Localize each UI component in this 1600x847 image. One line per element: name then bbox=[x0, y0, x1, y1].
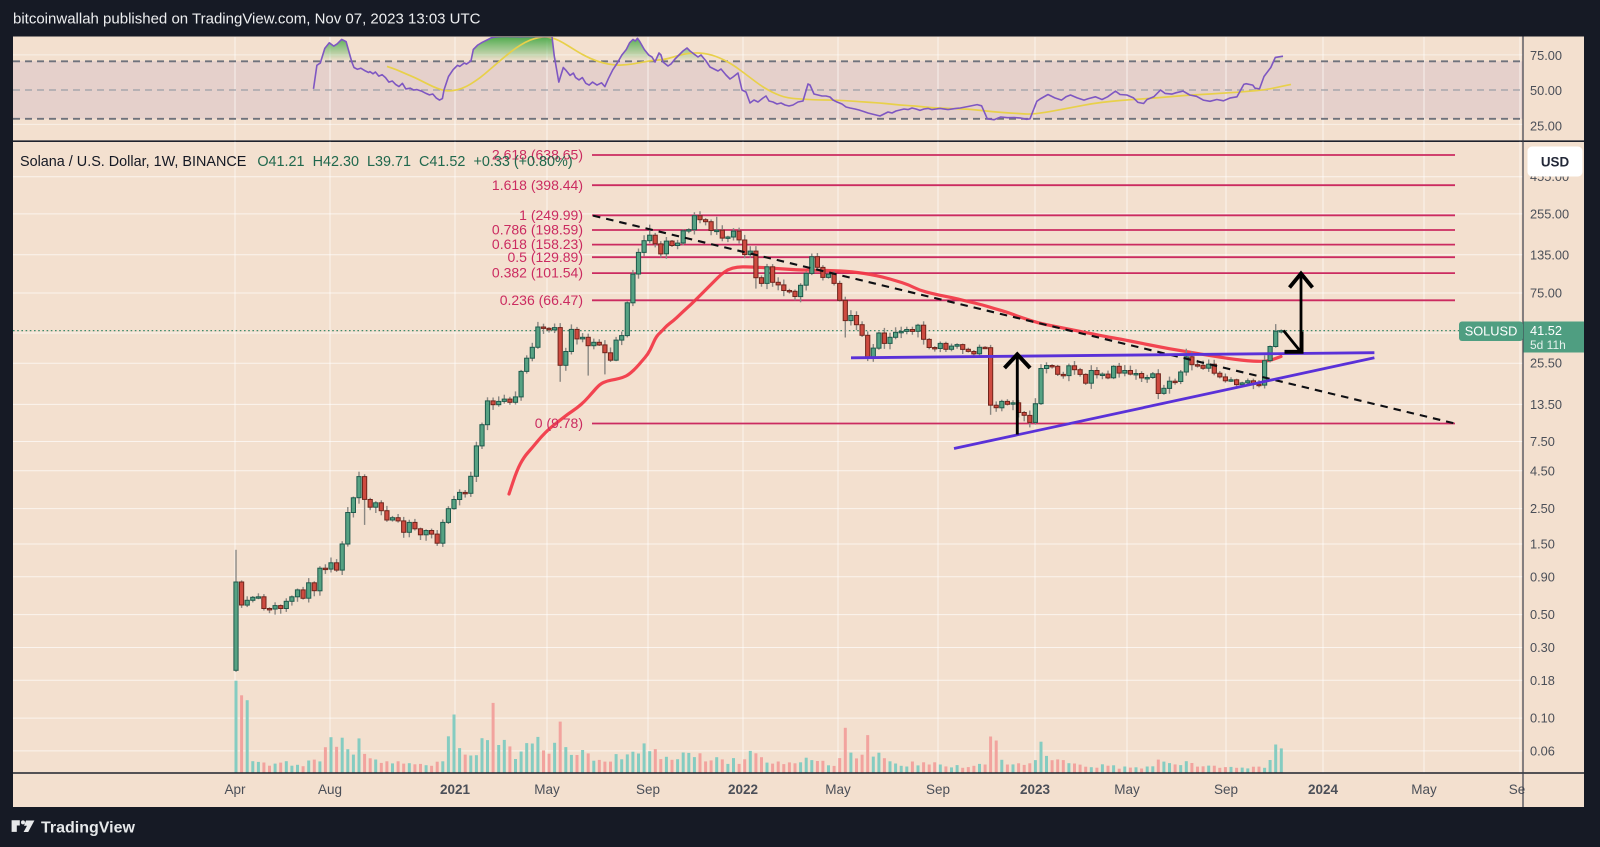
svg-text:May: May bbox=[534, 782, 560, 797]
svg-text:75.00: 75.00 bbox=[1530, 286, 1562, 301]
svg-text:1.50: 1.50 bbox=[1530, 537, 1555, 552]
svg-text:13.50: 13.50 bbox=[1530, 397, 1562, 412]
svg-text:2023: 2023 bbox=[1020, 782, 1051, 797]
svg-text:0.618 (158.23): 0.618 (158.23) bbox=[492, 236, 583, 252]
svg-text:Solana / U.S. Dollar, 1W, BINA: Solana / U.S. Dollar, 1W, BINANCE O41.21 H… bbox=[20, 154, 573, 170]
svg-text:Se: Se bbox=[1509, 782, 1526, 797]
svg-text:TradingView: TradingView bbox=[41, 820, 136, 837]
svg-text:7.50: 7.50 bbox=[1530, 434, 1555, 449]
svg-text:2.618 (638.65): 2.618 (638.65) bbox=[492, 147, 583, 163]
svg-text:1 (249.99): 1 (249.99) bbox=[519, 207, 583, 223]
svg-text:2021: 2021 bbox=[440, 782, 471, 797]
svg-text:0.90: 0.90 bbox=[1530, 569, 1555, 584]
svg-text:0.5 (129.89): 0.5 (129.89) bbox=[508, 249, 584, 265]
svg-text:Apr: Apr bbox=[224, 782, 246, 797]
svg-text:0 (9.78): 0 (9.78) bbox=[535, 415, 583, 431]
svg-text:SOLUSD: SOLUSD bbox=[1465, 324, 1518, 339]
svg-text:135.00: 135.00 bbox=[1530, 247, 1569, 262]
svg-text:0.30: 0.30 bbox=[1530, 640, 1555, 655]
svg-text:0.06: 0.06 bbox=[1530, 743, 1555, 758]
svg-text:4.50: 4.50 bbox=[1530, 463, 1555, 478]
svg-text:41.52: 41.52 bbox=[1530, 323, 1562, 338]
svg-text:0.382 (101.54): 0.382 (101.54) bbox=[492, 265, 583, 281]
svg-text:0.236 (66.47): 0.236 (66.47) bbox=[500, 292, 583, 308]
svg-text:Sep: Sep bbox=[1214, 782, 1238, 797]
svg-text:0.786 (198.59): 0.786 (198.59) bbox=[492, 222, 583, 238]
svg-text:USD: USD bbox=[1541, 155, 1570, 170]
svg-text:Aug: Aug bbox=[318, 782, 342, 797]
svg-text:0.18: 0.18 bbox=[1530, 673, 1555, 688]
svg-text:May: May bbox=[1411, 782, 1437, 797]
svg-text:0.50: 0.50 bbox=[1530, 607, 1555, 622]
svg-text:2022: 2022 bbox=[728, 782, 758, 797]
svg-text:May: May bbox=[1114, 782, 1140, 797]
svg-text:50.00: 50.00 bbox=[1530, 83, 1562, 98]
svg-text:255.00: 255.00 bbox=[1530, 206, 1569, 221]
svg-text:May: May bbox=[825, 782, 851, 797]
svg-text:bitcoinwallah published on Tra: bitcoinwallah published on TradingView.c… bbox=[13, 11, 481, 28]
svg-text:2024: 2024 bbox=[1308, 782, 1339, 797]
svg-text:5d 11h: 5d 11h bbox=[1530, 338, 1566, 352]
svg-text:Sep: Sep bbox=[926, 782, 950, 797]
svg-text:0.10: 0.10 bbox=[1530, 711, 1555, 726]
svg-text:25.00: 25.00 bbox=[1530, 119, 1562, 134]
svg-text:2.50: 2.50 bbox=[1530, 501, 1555, 516]
svg-text:25.50: 25.50 bbox=[1530, 356, 1562, 371]
svg-text:1.618 (398.44): 1.618 (398.44) bbox=[492, 177, 583, 193]
svg-text:75.00: 75.00 bbox=[1530, 48, 1562, 63]
svg-text:Sep: Sep bbox=[636, 782, 660, 797]
